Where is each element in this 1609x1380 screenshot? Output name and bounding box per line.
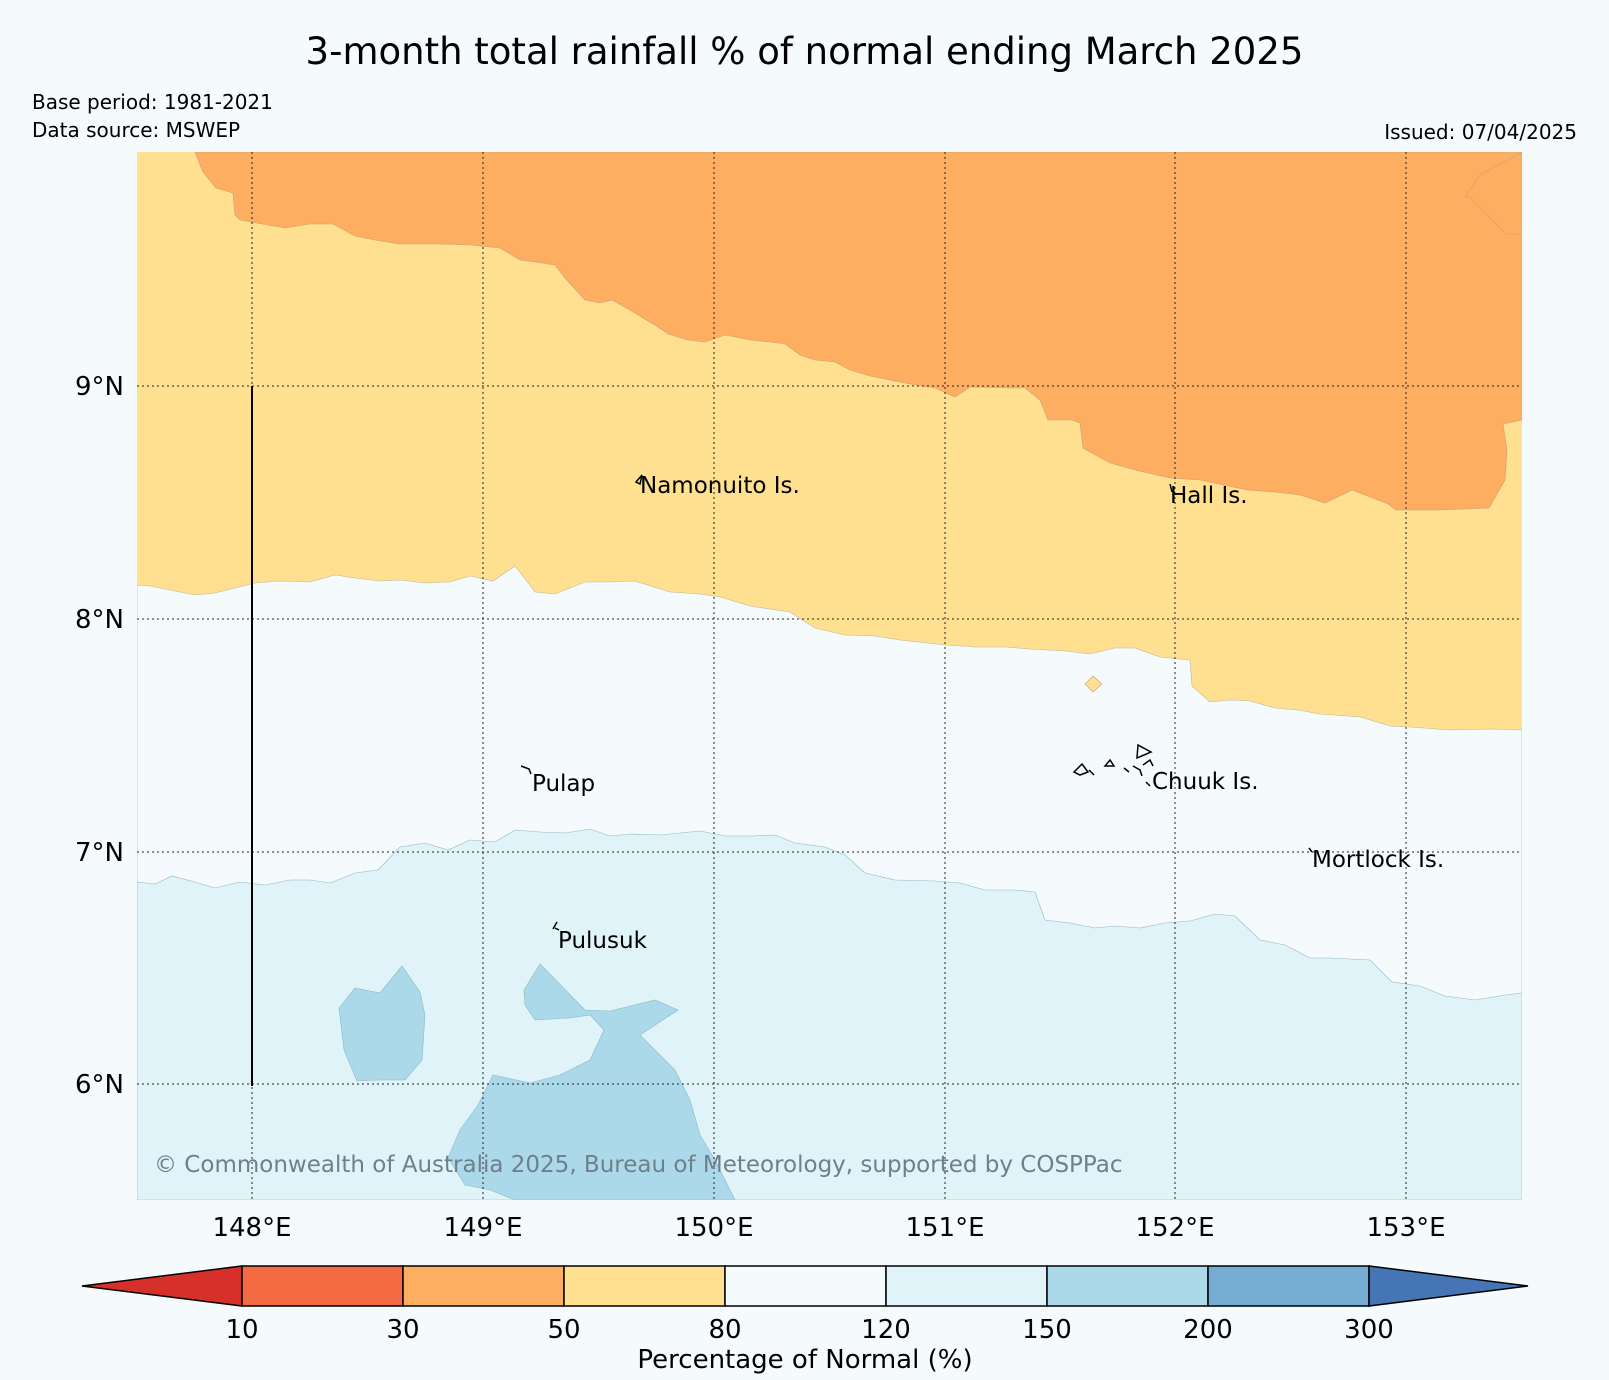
map-field: [137, 152, 1522, 1200]
colorbar-extend-low: [81, 1265, 243, 1307]
place-label-namonuito: Namonuito Is.: [640, 473, 800, 499]
colorbar-swatch: [1046, 1265, 1209, 1307]
colorbar-tick-120: 120: [861, 1315, 911, 1345]
issued-date: Issued: 07/04/2025: [1384, 120, 1577, 144]
lon-tick-150e: 150°E: [674, 1213, 753, 1243]
colorbar-swatch: [1207, 1265, 1370, 1307]
colorbar-swatch: [724, 1265, 887, 1307]
colorbar-label: Percentage of Normal (%): [637, 1345, 972, 1375]
colorbar-tick-150: 150: [1022, 1315, 1072, 1345]
lat-tick-8n: 8°N: [75, 605, 124, 635]
map-title: 3-month total rainfall % of normal endin…: [305, 30, 1304, 73]
region-30-50: [194, 152, 1522, 511]
lon-tick-151e: 151°E: [905, 1213, 984, 1243]
colorbar-tick-300: 300: [1344, 1315, 1394, 1345]
region-150-200-west: [338, 965, 426, 1082]
colorbar-tick-30: 30: [386, 1315, 419, 1345]
place-label-chuuk: Chuuk Is.: [1152, 769, 1259, 795]
colorbar-swatch: [885, 1265, 1048, 1307]
colorbar-tick-50: 50: [547, 1315, 580, 1345]
lon-tick-153e: 153°E: [1366, 1213, 1445, 1243]
lon-tick-152e: 152°E: [1135, 1213, 1214, 1243]
colorbar-extend-high: [1368, 1265, 1529, 1307]
place-label-pulap: Pulap: [532, 771, 595, 797]
gridlines: [137, 152, 1522, 1200]
place-label-hall: Hall Is.: [1170, 483, 1248, 509]
region-150-200-central: [447, 963, 736, 1200]
colorbar-tick-200: 200: [1183, 1315, 1233, 1345]
place-label-mortlock: Mortlock Is.: [1312, 847, 1444, 873]
lon-tick-149e: 149°E: [443, 1213, 522, 1243]
lat-tick-7n: 7°N: [75, 838, 124, 868]
base-period: Base period: 1981-2021: [32, 90, 273, 114]
colorbar-ticks: 10 30 50 80 120 150 200 300: [225, 1315, 1393, 1345]
colorbar-swatch: [241, 1265, 404, 1307]
lat-tick-6n: 6°N: [75, 1070, 124, 1100]
copyright-notice: © Commonwealth of Australia 2025, Bureau…: [154, 1152, 1123, 1178]
colorbar-swatch: [402, 1265, 565, 1307]
island-outlines: [520, 474, 1313, 931]
colorbar: [81, 1265, 1529, 1307]
latitude-ticks: 9°N 8°N 7°N 6°N: [75, 372, 124, 1100]
lat-tick-9n: 9°N: [75, 372, 124, 402]
colorbar-tick-80: 80: [708, 1315, 741, 1345]
longitude-ticks: 148°E 149°E 150°E 151°E 152°E 153°E: [212, 1213, 1445, 1243]
colorbar-swatch: [563, 1265, 726, 1307]
region-50-80-spot: [1084, 675, 1103, 693]
colorbar-tick-10: 10: [225, 1315, 258, 1345]
data-source: Data source: MSWEP: [32, 118, 241, 142]
place-label-pulusuk: Pulusuk: [558, 928, 648, 954]
lon-tick-148e: 148°E: [212, 1213, 291, 1243]
